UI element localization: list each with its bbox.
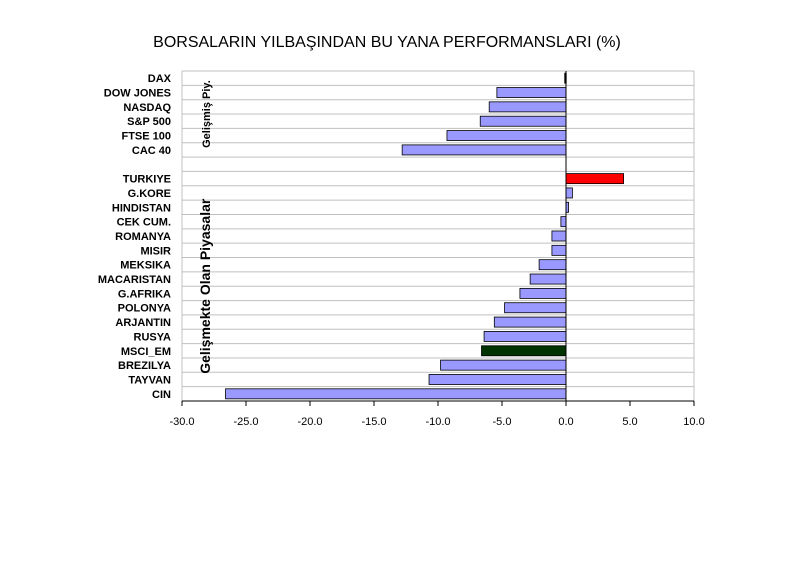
category-label: ARJANTIN: [115, 317, 171, 329]
category-label: BREZILYA: [118, 360, 171, 372]
category-label: CEK CUM.: [117, 217, 171, 229]
bar: [401, 144, 567, 156]
x-tick-label: -25.0: [233, 416, 258, 428]
chart-title: BORSALARIN YILBAŞINDAN BU YANA PERFORMAN…: [153, 34, 621, 51]
x-tick-label: -15.0: [361, 416, 386, 428]
category-label: CAC 40: [132, 145, 171, 157]
x-tick-label: 0.0: [558, 416, 573, 428]
category-label: RUSYA: [134, 331, 172, 343]
bar: [479, 115, 567, 127]
bar: [446, 130, 567, 141]
bar: [538, 259, 567, 271]
x-tick-label: -10.0: [425, 416, 450, 428]
category-label: NASDAQ: [123, 102, 171, 114]
x-tick-label: 5.0: [622, 416, 637, 428]
bar: [428, 374, 567, 385]
group-labels: Gelişmiş Piy. Gelişmekte Olan Piyasalar: [197, 80, 213, 374]
category-label: DOW JONES: [104, 88, 171, 100]
bar: [488, 101, 567, 113]
grid-lines: [181, 70, 695, 402]
x-tick-label: -30.0: [169, 416, 194, 428]
bar: [225, 388, 567, 400]
bar: [504, 302, 567, 314]
category-label: TAYVAN: [128, 374, 171, 386]
bar: [560, 216, 567, 228]
category-label: G.AFRIKA: [118, 288, 171, 300]
category-label: HINDISTAN: [112, 202, 171, 214]
category-label: ROMANYA: [115, 231, 171, 243]
category-label: G.KORE: [128, 188, 171, 200]
bar: [565, 187, 573, 199]
category-label: MISIR: [140, 245, 171, 257]
bar: [565, 173, 624, 185]
bar: [440, 359, 567, 371]
group-label: Gelişmekte Olan Piyasalar: [197, 198, 213, 374]
bar: [481, 345, 567, 357]
bar: [551, 244, 567, 256]
category-label: POLONYA: [118, 303, 171, 315]
bar: [496, 87, 567, 98]
category-label: DAX: [148, 73, 172, 85]
bar: [529, 273, 567, 285]
x-tick-label: 10.0: [683, 416, 704, 428]
bar: [551, 230, 567, 242]
tick-labels: -30.0 -25.0 -20.0 -15.0 -10.0 -5.0 0.0 5.0 10.0: [169, 416, 704, 428]
x-tick-label: -5.0: [493, 416, 512, 428]
bar: [493, 316, 567, 328]
category-label: FTSE 100: [121, 131, 171, 143]
category-label: MACARISTAN: [98, 274, 171, 286]
bars-group: [225, 72, 624, 400]
bar: [519, 287, 567, 299]
category-label: MSCI_EM: [121, 346, 171, 358]
category-label: S&P 500: [127, 116, 171, 128]
category-label: CIN: [152, 389, 171, 401]
axes-group: [181, 71, 695, 406]
group-label: Gelişmiş Piy.: [201, 80, 213, 148]
category-labels: DAX DOW JONES NASDAQ S&P 500 FTSE 100 CAC 40 T…: [98, 73, 172, 401]
x-tick-label: -20.0: [297, 416, 322, 428]
category-label: MEKSIKA: [120, 260, 171, 272]
category-label: TURKIYE: [123, 174, 171, 186]
bar: [483, 331, 567, 342]
